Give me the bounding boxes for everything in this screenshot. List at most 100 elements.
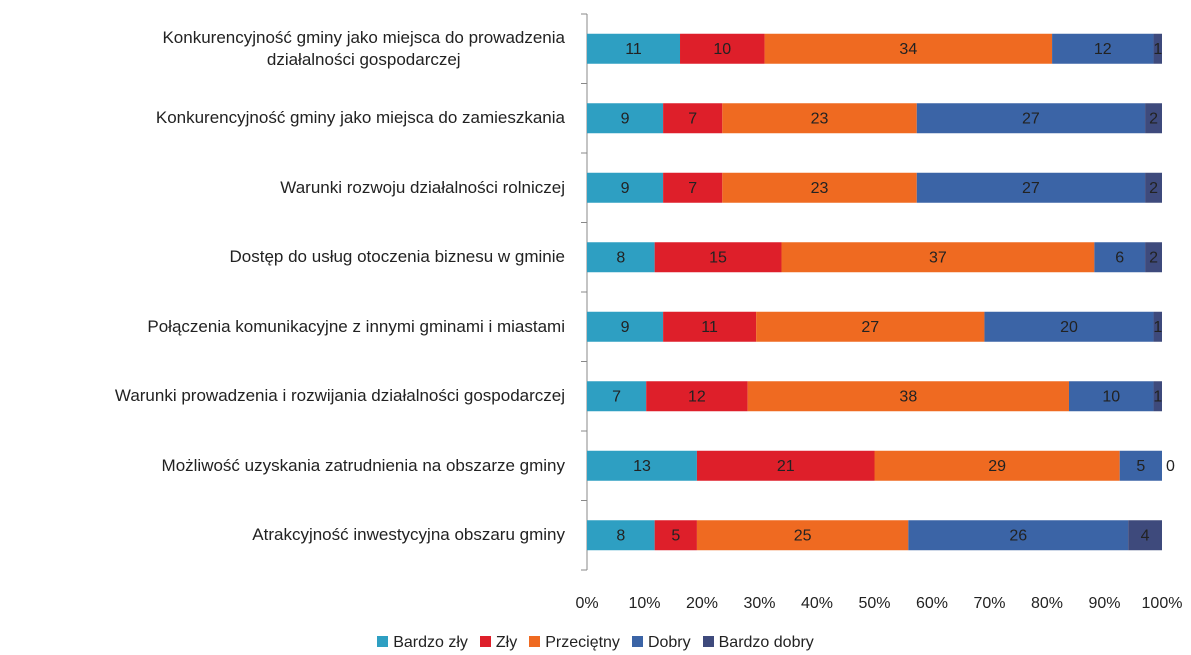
- category-label: Konkurencyjność gminy jako miejsca do za…: [155, 108, 565, 128]
- legend-label: Przeciętny: [545, 634, 620, 651]
- bar-segment: [1153, 33, 1162, 64]
- data-label: 2: [1149, 249, 1158, 266]
- legend-item: Bardzo zły: [377, 634, 468, 652]
- bar-segment: [984, 311, 1154, 342]
- legend-item: Dobry: [631, 634, 691, 652]
- x-tick-label: 40%: [801, 595, 833, 612]
- data-label: 27: [1022, 180, 1040, 197]
- bar-segment: [646, 381, 748, 412]
- bar-segment: [663, 103, 723, 134]
- data-label: 29: [988, 458, 1006, 475]
- bar-segment: [587, 33, 681, 64]
- x-tick-label: 0%: [575, 595, 598, 612]
- category-label: Konkurencyjność gminy jako miejsca do pr…: [162, 27, 565, 69]
- bar-segment: [587, 103, 664, 134]
- data-label: 0: [1166, 458, 1175, 475]
- category-label: Atrakcyjność inwestycyjna obszaru gminy: [252, 525, 565, 545]
- bar-segment: [1145, 103, 1162, 134]
- data-label: 1: [1153, 41, 1162, 58]
- legend-swatch: [631, 636, 643, 647]
- bar-segment: [663, 172, 723, 203]
- data-label: 7: [688, 180, 697, 197]
- data-label: 26: [1009, 527, 1027, 544]
- bar-segment: [587, 520, 655, 551]
- legend-swatch: [702, 636, 714, 647]
- bar-segment: [1145, 242, 1162, 273]
- x-tick-label: 80%: [1031, 595, 1063, 612]
- bar-segment: [874, 450, 1120, 481]
- data-label: 21: [777, 458, 795, 475]
- category-label: Połączenia komunikacyjne z innymi gminam…: [147, 316, 565, 336]
- x-tick-label: 90%: [1088, 595, 1120, 612]
- category-label: Warunki rozwoju działalności rolniczej: [280, 177, 565, 197]
- legend-label: Dobry: [647, 634, 691, 651]
- data-label: 6: [1115, 249, 1124, 266]
- data-label: 11: [701, 319, 718, 336]
- data-label: 10: [1102, 388, 1120, 405]
- data-label: 23: [811, 180, 829, 197]
- bar-segment: [1145, 172, 1162, 203]
- data-label: 13: [633, 458, 651, 475]
- x-tick-label: 60%: [916, 595, 948, 612]
- bar-segment: [696, 450, 875, 481]
- data-label: 1: [1153, 319, 1162, 336]
- data-label: 9: [621, 180, 630, 197]
- data-label: 2: [1149, 110, 1158, 127]
- data-label: 34: [899, 41, 917, 58]
- x-tick-label: 10%: [628, 595, 660, 612]
- bar-segment: [654, 242, 782, 273]
- legend-item: Przeciętny: [529, 634, 620, 652]
- data-label: 12: [1094, 41, 1112, 58]
- data-label: 12: [688, 388, 706, 405]
- category-label: Dostęp do usług otoczenia biznesu w gmin…: [229, 247, 565, 267]
- data-label: 27: [861, 319, 879, 336]
- bar-segment: [722, 172, 917, 203]
- bar-segment: [764, 33, 1053, 64]
- data-label: 1: [1153, 388, 1162, 405]
- x-tick-label: 100%: [1142, 595, 1183, 612]
- category-label: Możliwość uzyskania zatrudnienia na obsz…: [161, 455, 565, 475]
- x-tick-label: 70%: [973, 595, 1005, 612]
- data-label: 37: [929, 249, 947, 266]
- bar-segment: [1153, 381, 1162, 412]
- bar-segment: [722, 103, 917, 134]
- data-label: 38: [899, 388, 917, 405]
- data-label: 8: [616, 249, 625, 266]
- bar-segment: [916, 172, 1146, 203]
- data-label: 27: [1022, 110, 1040, 127]
- bar-segment: [587, 450, 697, 481]
- bar-segment: [908, 520, 1129, 551]
- data-label: 2: [1149, 180, 1158, 197]
- bar-segment: [1119, 450, 1162, 481]
- data-label: 8: [616, 527, 625, 544]
- data-label: 10: [713, 41, 731, 58]
- x-tick-label: 50%: [858, 595, 890, 612]
- bar-segment: [696, 520, 909, 551]
- bar-segment: [587, 172, 664, 203]
- x-tick-label: 30%: [743, 595, 775, 612]
- bar-segment: [587, 381, 647, 412]
- legend-label: Bardzo dobry: [718, 634, 814, 651]
- legend-swatch: [377, 636, 389, 647]
- data-label: 7: [612, 388, 621, 405]
- data-label: 5: [1136, 458, 1145, 475]
- bar-segment: [747, 381, 1069, 412]
- data-label: 23: [811, 110, 829, 127]
- legend-label: Zły: [495, 634, 518, 651]
- bar-segment: [1068, 381, 1154, 412]
- legend-item: Zły: [479, 634, 518, 652]
- data-label: 9: [621, 319, 630, 336]
- data-label: 25: [794, 527, 812, 544]
- bar-segment: [663, 311, 757, 342]
- category-label: Warunki prowadzenia i rozwijania działal…: [114, 386, 565, 406]
- data-label: 4: [1141, 527, 1150, 544]
- x-tick-label: 20%: [686, 595, 718, 612]
- bar-segment: [680, 33, 765, 64]
- legend-swatch: [479, 636, 491, 647]
- legend-swatch: [529, 636, 541, 647]
- data-label: 20: [1060, 319, 1078, 336]
- bar-segment: [1094, 242, 1146, 273]
- legend: Bardzo zły Zły Przeciętny Dobry Bardzo dobry: [0, 634, 1191, 652]
- legend-item: Bardzo dobry: [702, 634, 814, 652]
